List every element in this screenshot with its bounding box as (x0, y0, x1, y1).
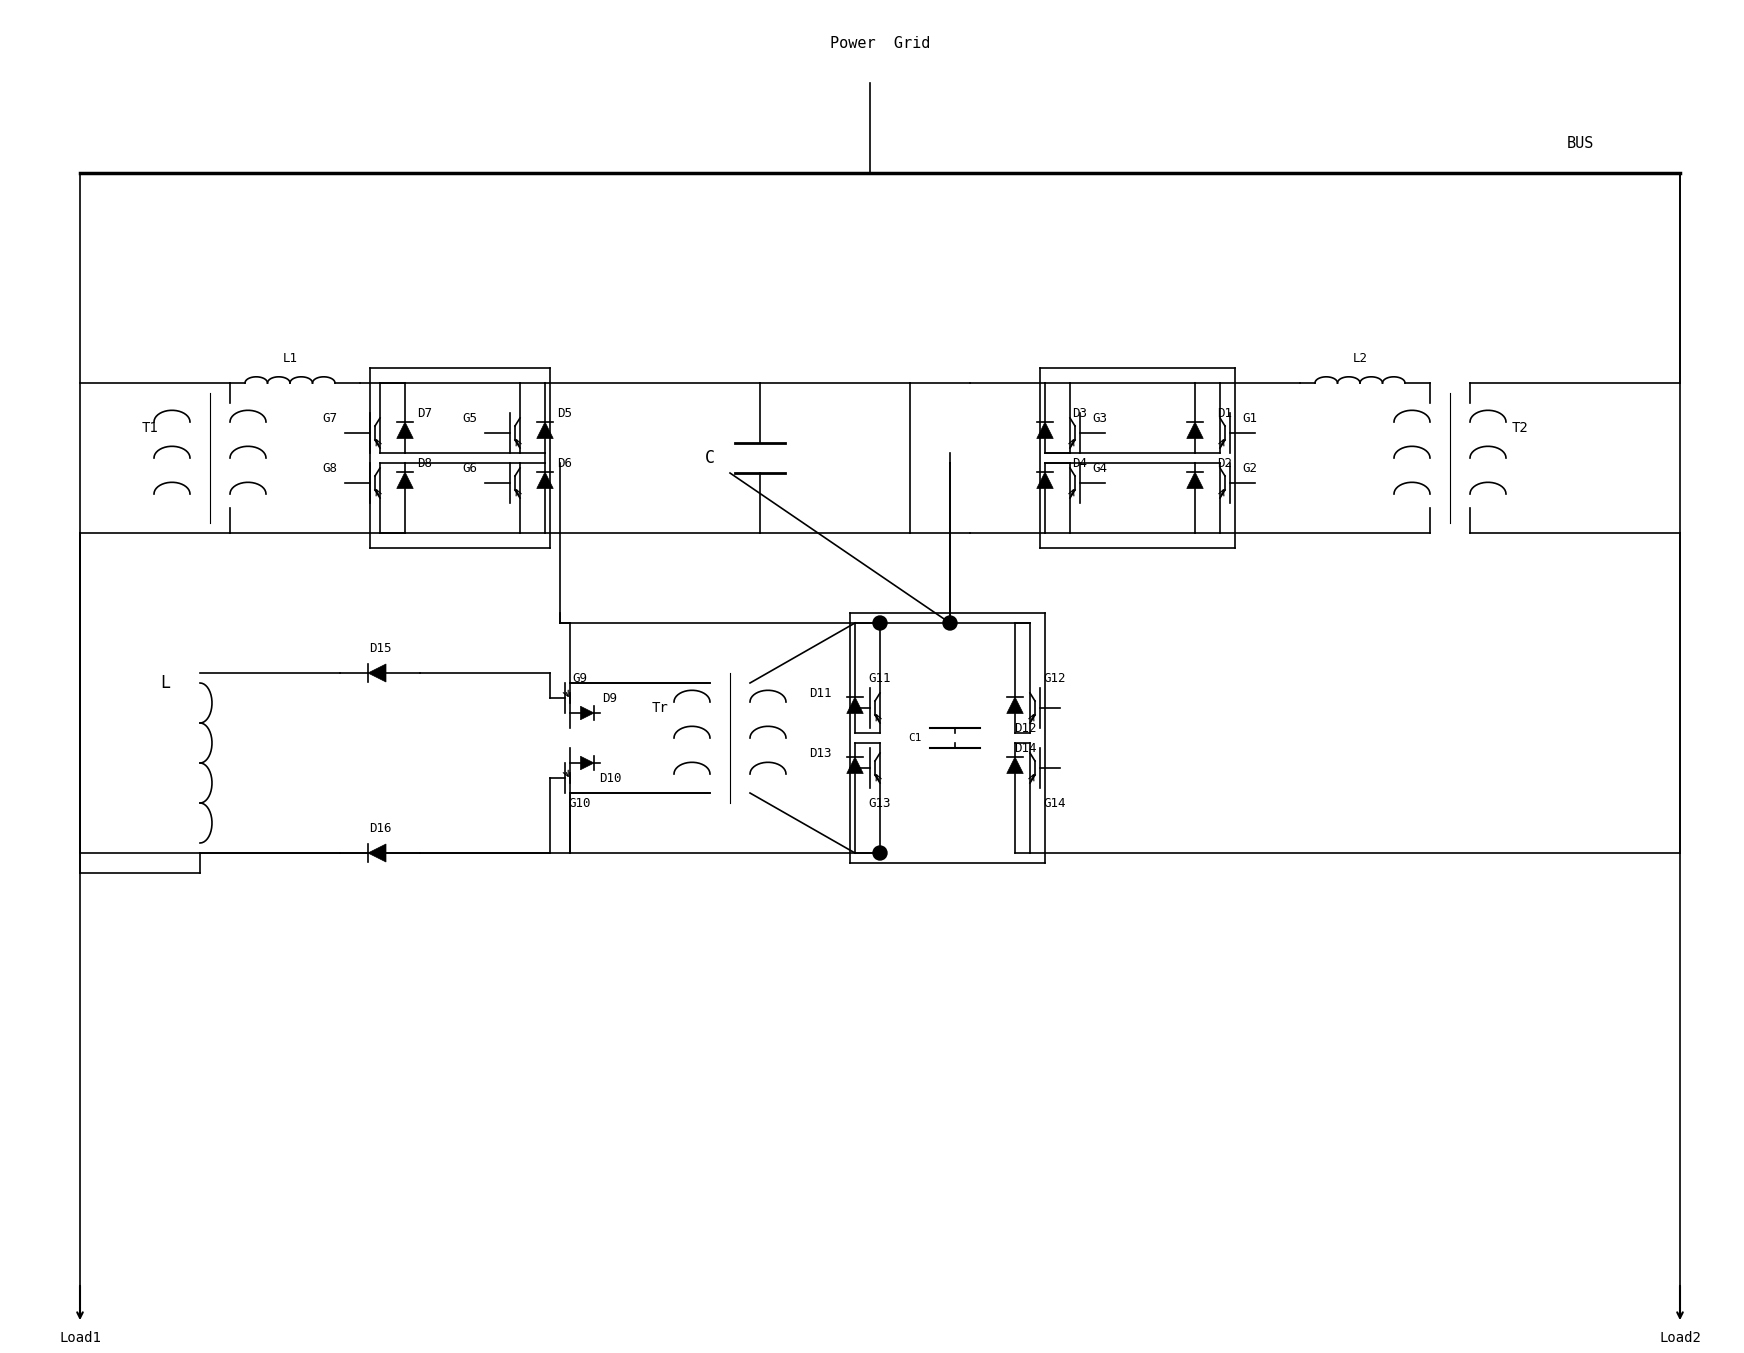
Text: D14: D14 (1013, 741, 1036, 755)
Text: D2: D2 (1217, 456, 1233, 469)
Text: C: C (705, 449, 715, 467)
Text: G8: G8 (323, 461, 338, 475)
Text: G12: G12 (1043, 671, 1066, 685)
Text: G10: G10 (569, 797, 591, 809)
Polygon shape (1036, 472, 1053, 488)
Polygon shape (537, 472, 553, 488)
Polygon shape (848, 756, 863, 774)
Polygon shape (368, 664, 385, 682)
Text: D8: D8 (417, 456, 433, 469)
Text: G7: G7 (323, 411, 338, 425)
Text: T2: T2 (1512, 421, 1528, 436)
Text: D12: D12 (1013, 721, 1036, 735)
Polygon shape (396, 422, 413, 438)
Polygon shape (581, 756, 595, 770)
Text: Power  Grid: Power Grid (830, 35, 930, 50)
Polygon shape (581, 706, 595, 720)
Text: G2: G2 (1242, 461, 1257, 475)
Text: D7: D7 (417, 406, 433, 419)
Text: D13: D13 (809, 747, 832, 759)
Circle shape (874, 846, 888, 861)
Circle shape (944, 616, 957, 630)
Text: L1: L1 (283, 352, 298, 364)
Text: G14: G14 (1043, 797, 1066, 809)
Text: L: L (160, 674, 169, 691)
Text: D11: D11 (809, 686, 832, 700)
Text: G13: G13 (869, 797, 891, 809)
Polygon shape (1186, 422, 1203, 438)
Polygon shape (1186, 472, 1203, 488)
Text: G1: G1 (1242, 411, 1257, 425)
Text: D16: D16 (368, 821, 391, 835)
Text: L2: L2 (1353, 352, 1367, 364)
Text: G6: G6 (462, 461, 478, 475)
Text: Load1: Load1 (59, 1331, 101, 1345)
Text: Tr: Tr (652, 701, 668, 714)
Text: T1: T1 (141, 421, 159, 436)
Text: D3: D3 (1073, 406, 1088, 419)
Text: D1: D1 (1217, 406, 1233, 419)
Polygon shape (1036, 422, 1053, 438)
Text: G9: G9 (572, 671, 588, 685)
Text: G11: G11 (869, 671, 891, 685)
Text: D15: D15 (368, 641, 391, 655)
Polygon shape (1006, 756, 1024, 774)
Polygon shape (368, 844, 385, 862)
Text: G3: G3 (1092, 411, 1107, 425)
Text: BUS: BUS (1566, 135, 1594, 150)
Text: G4: G4 (1092, 461, 1107, 475)
Text: D5: D5 (558, 406, 572, 419)
Text: D9: D9 (602, 691, 617, 705)
Polygon shape (396, 472, 413, 488)
Polygon shape (848, 697, 863, 713)
Circle shape (874, 616, 888, 630)
Text: C1: C1 (909, 733, 923, 743)
Text: D10: D10 (598, 771, 621, 785)
Text: D4: D4 (1073, 456, 1088, 469)
Text: G5: G5 (462, 411, 478, 425)
Polygon shape (537, 422, 553, 438)
Polygon shape (1006, 697, 1024, 713)
Text: Load2: Load2 (1659, 1331, 1700, 1345)
Text: D6: D6 (558, 456, 572, 469)
